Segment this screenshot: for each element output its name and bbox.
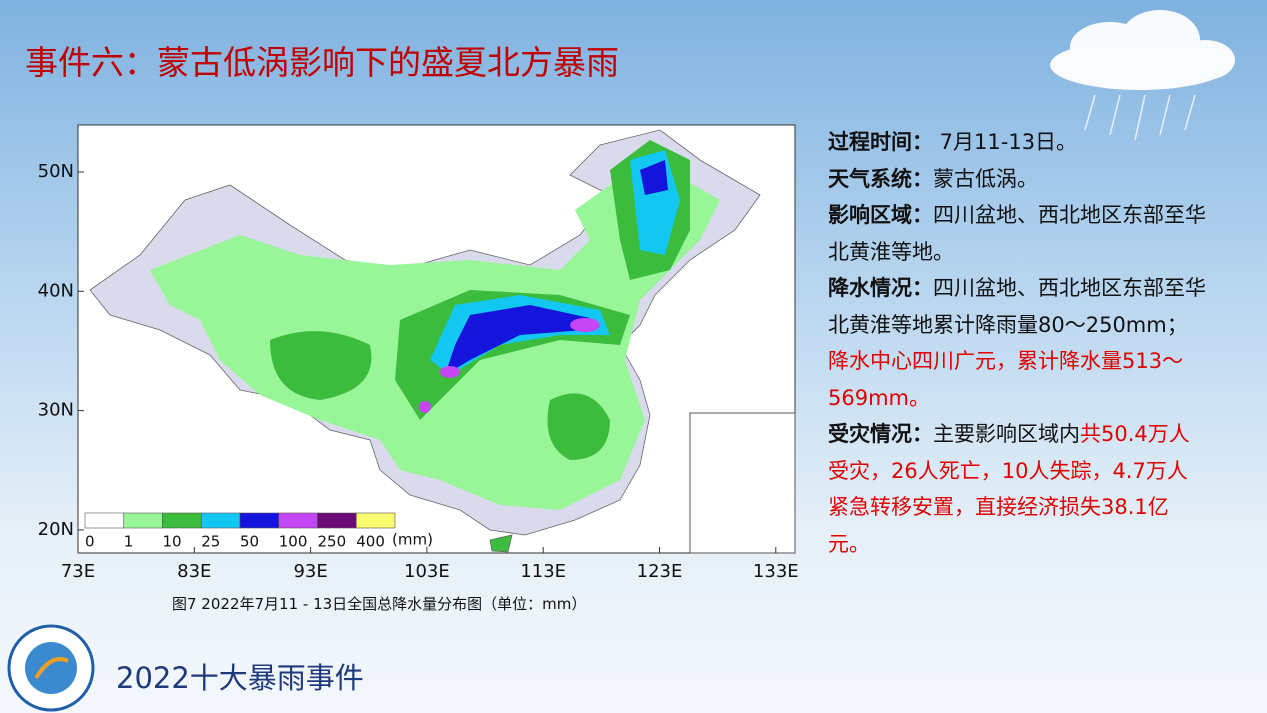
legend-swatch [278,512,318,529]
title: 事件六：蒙古低涡影响下的盛夏北方暴雨 [25,43,619,82]
south-sea-inset [689,412,796,554]
x-tick-label: 83E [177,561,211,582]
info-text: 主要影响区域内 [933,422,1080,446]
info-label: 受灾情况： [828,422,933,446]
x-tick-label: 73E [61,561,95,582]
info-text: 过程时间： 7月11-13日。 天气系统：蒙古低涡。 影响区域：四川盆地、西北地区东… [828,124,1208,562]
legend-swatch [200,512,241,529]
legend-unit: (mm) [392,531,433,549]
x-tick-label: 93E [293,561,327,582]
info-item: 降水情况：四川盆地、西北地区东部至华北黄淮等地累计降雨量80～250mm； 降水中… [828,270,1208,416]
info-label: 天气系统： [828,166,933,191]
legend-label: 250 [318,533,347,551]
x-tick-label: 113E [520,561,566,582]
legend-label: 50 [240,533,259,551]
x-tick-label: 123E [637,561,683,582]
legend-swatch [317,512,357,529]
legend-label: 0 [85,533,95,551]
logo [7,624,95,712]
y-tick-label: 40N [38,280,74,301]
info-item: 天气系统：蒙古低涡。 [828,161,1208,198]
legend-swatch [84,512,125,529]
info-label: 过程时间： [828,130,933,154]
legend-label: 100 [279,533,308,551]
legend-label: 400 [356,533,385,551]
info-item: 受灾情况：主要影响区域内共50.4万人受灾，26人死亡，10人失踪，4.7万人紧… [828,416,1208,562]
legend-swatch [355,512,396,529]
legend-label: 25 [201,533,220,551]
y-tick-label: 50N [38,161,74,182]
footer: 2022十大暴雨事件 [116,661,364,695]
legend-swatch [123,512,163,529]
x-tick-label: 103E [404,561,450,582]
info-item: 影响区域：四川盆地、西北地区东部至华北黄淮等地。 [828,197,1208,270]
y-tick-label: 30N [38,400,74,421]
y-tick-label: 20N [38,519,74,540]
info-item: 过程时间： 7月11-13日。 [828,124,1208,161]
x-tick-label: 133E [753,561,799,582]
legend-label: 1 [124,533,134,551]
info-label: 降水情况： [828,276,933,300]
info-text: 四川盆地、西北地区东部至华北黄淮等地累计降雨量80～250mm； [828,276,1206,337]
info-text: 7月11-13日。 [933,130,1078,154]
map: 50N 40N 30N 20N 73E 83E 93E 103E 113E 123E 133E 0 1 1… [38,124,799,582]
legend-swatch [239,512,280,529]
info-text: 蒙古低涡。 [933,166,1038,191]
legend-label: 10 [163,533,182,551]
info-highlight: 降水中心四川广元，累计降水量513～569mm。 [828,349,1184,410]
info-text: 四川盆地、西北地区东部至华北黄淮等地。 [828,203,1206,264]
map-caption: 图7 2022年7月11 - 13日全国总降水量分布图（单位：mm） [172,595,587,613]
rain-areas [150,140,720,510]
legend-swatch [162,512,202,529]
cloud-icon [1050,10,1235,141]
info-highlight: 共50.4万人受灾，26人死亡，10人失踪，4.7万人紧急转移安置，直接经济损失… [828,422,1190,556]
info-label: 影响区域： [828,203,933,227]
